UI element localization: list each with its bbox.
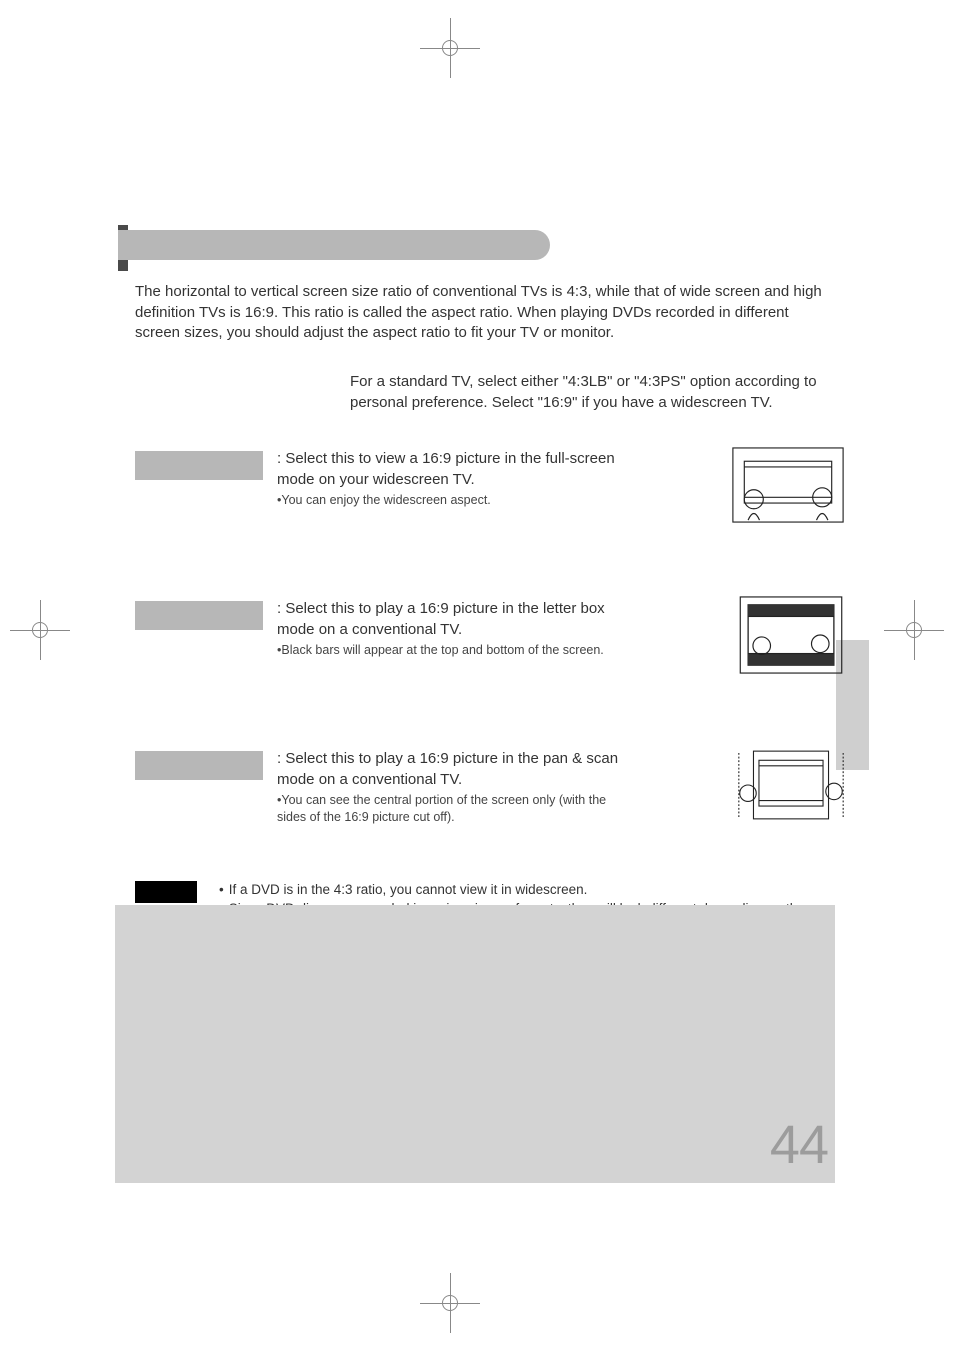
section-header-bar — [118, 230, 550, 260]
cropmark-right-icon — [884, 600, 944, 660]
option-1: : Select this to view a 16:9 picture in … — [135, 449, 835, 539]
option-3-sub: •You can see the central portion of the … — [277, 792, 637, 826]
option-1-body: : Select this to view a 16:9 picture in … — [277, 449, 637, 508]
note-label-chip — [135, 881, 197, 903]
aspect-4-3-panscan-icon — [737, 745, 845, 825]
option-3-main: : Select this to play a 16:9 picture in … — [277, 750, 618, 787]
option-3-label-chip — [135, 751, 263, 780]
cropmark-bottom-icon — [420, 1273, 480, 1333]
option-2-body: : Select this to play a 16:9 picture in … — [277, 599, 637, 658]
content-area: The horizontal to vertical screen size r… — [135, 282, 835, 938]
lower-grey-panel — [115, 905, 835, 1183]
note-1: If a DVD is in the 4:3 ratio, you cannot… — [229, 881, 588, 900]
subtext: For a standard TV, select either "4:3LB"… — [350, 372, 835, 413]
cropmark-top-icon — [420, 18, 480, 78]
aspect-16-9-full-icon — [731, 445, 845, 525]
intro-text: The horizontal to vertical screen size r… — [135, 282, 835, 344]
option-2-label-chip — [135, 601, 263, 630]
page: The horizontal to vertical screen size r… — [0, 0, 954, 1351]
option-2-main: : Select this to play a 16:9 picture in … — [277, 600, 605, 637]
option-2-sub: •Black bars will appear at the top and b… — [277, 642, 637, 659]
aspect-4-3-letterbox-icon — [737, 595, 845, 675]
page-number: 44 — [770, 1114, 828, 1176]
option-3-body: : Select this to play a 16:9 picture in … — [277, 749, 637, 825]
option-1-sub: •You can enjoy the widescreen aspect. — [277, 492, 637, 509]
option-1-main: : Select this to view a 16:9 picture in … — [277, 450, 615, 487]
option-3: : Select this to play a 16:9 picture in … — [135, 749, 835, 839]
option-2: : Select this to play a 16:9 picture in … — [135, 599, 835, 689]
option-1-label-chip — [135, 451, 263, 480]
cropmark-left-icon — [10, 600, 70, 660]
